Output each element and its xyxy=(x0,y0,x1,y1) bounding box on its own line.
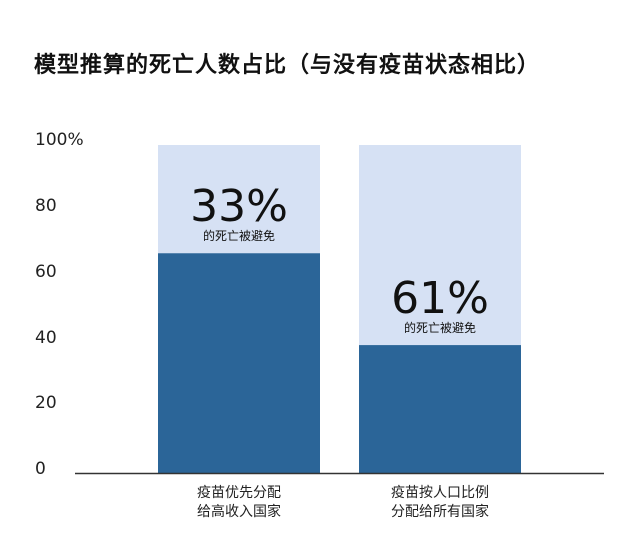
y-tick-label: 40 xyxy=(35,328,57,348)
annotation-percent: 61% xyxy=(391,273,489,324)
x-tick-label: 给高收入国家 xyxy=(197,503,281,520)
x-tick-label: 分配给所有国家 xyxy=(391,503,489,520)
annotation-percent: 33% xyxy=(190,181,288,232)
annotation-caption: 的死亡被避免 xyxy=(203,228,275,243)
x-tick-label: 疫苗按人口比例 xyxy=(391,485,489,501)
bar-averted-deaths xyxy=(158,145,320,254)
bar-deaths xyxy=(359,345,521,473)
y-axis-ticks: 0 20 40 60 80 100% xyxy=(35,130,84,479)
x-tick-label: 疫苗优先分配 xyxy=(197,485,281,501)
y-tick-label: 60 xyxy=(35,262,57,282)
annotation-caption: 的死亡被避免 xyxy=(404,320,476,335)
chart-title: 模型推算的死亡人数占比（与没有疫苗状态相比） xyxy=(34,53,541,78)
y-tick-label: 80 xyxy=(35,196,57,216)
bar-deaths xyxy=(158,253,320,473)
bars-group xyxy=(158,145,521,473)
y-tick-label: 20 xyxy=(35,393,57,413)
y-tick-label: 100% xyxy=(35,130,84,150)
bar-averted-deaths xyxy=(359,145,521,346)
y-tick-label: 0 xyxy=(35,459,46,479)
